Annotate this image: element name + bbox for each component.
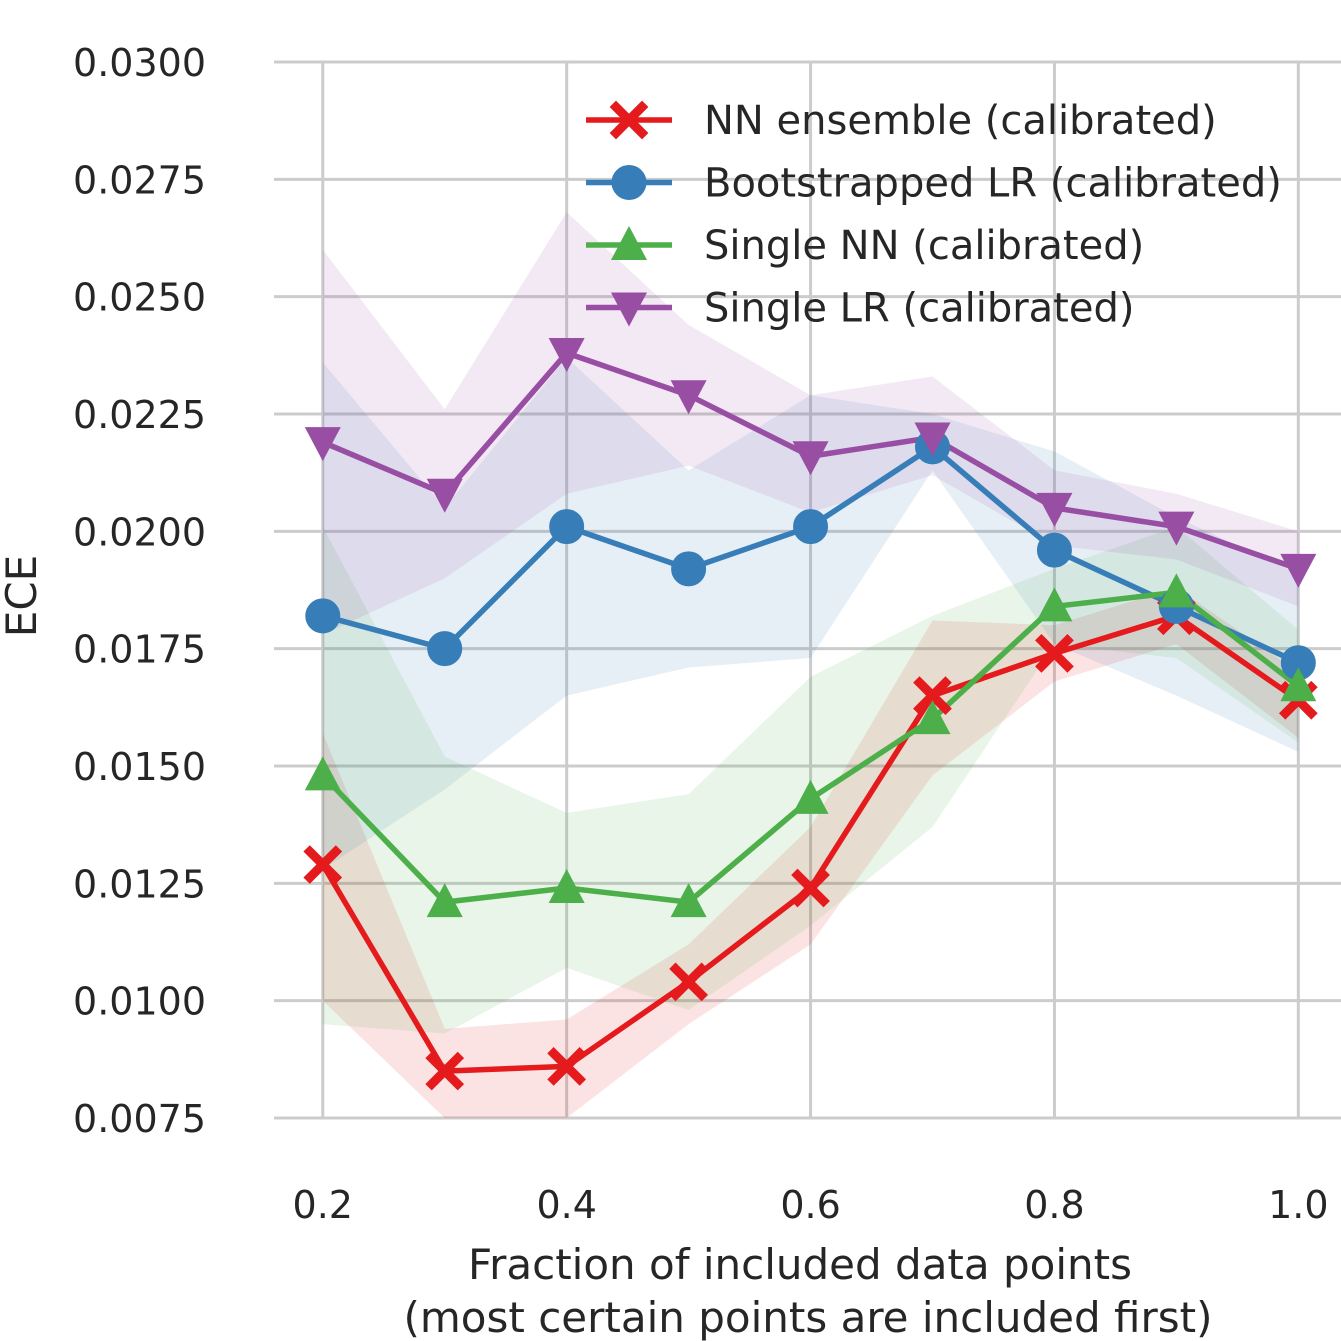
data-point-series-1 [1036, 532, 1072, 568]
x-axis-label-line2: (most certain points are included first) [404, 1293, 1213, 1341]
data-point-series-3 [1280, 553, 1317, 588]
legend-swatch-marker [609, 100, 649, 140]
y-tick-label: 0.0100 [73, 980, 206, 1024]
data-point-series-1 [549, 509, 585, 545]
axis-labels: Fraction of included data points (most c… [0, 555, 1213, 1341]
x-tick-label: 0.2 [293, 1183, 353, 1227]
data-point-series-0 [303, 845, 343, 884]
y-tick-label: 0.0225 [73, 393, 206, 437]
data-point-series-2 [548, 869, 585, 904]
x-axis-label-line1: Fraction of included data points [468, 1240, 1132, 1289]
data-point-series-0 [913, 676, 952, 715]
legend-label: NN ensemble (calibrated) [704, 98, 1217, 144]
confidence-band-series-0 [322, 587, 1299, 1118]
x-tick-label: 0.8 [1024, 1183, 1084, 1227]
y-tick-label: 0.0175 [73, 628, 206, 672]
data-point-series-3 [548, 337, 585, 372]
data-point-series-3 [1036, 492, 1073, 527]
series-markers [303, 337, 1318, 1091]
legend-swatch-marker [611, 292, 647, 327]
data-point-series-2 [1158, 573, 1195, 608]
data-point-series-2 [1280, 667, 1317, 702]
data-point-series-3 [792, 441, 829, 476]
data-point-series-0 [425, 1051, 465, 1091]
legend-item: NN ensemble (calibrated) [586, 98, 1217, 144]
grid [274, 60, 1341, 1120]
data-point-series-2 [426, 883, 463, 918]
x-tick-label: 0.4 [536, 1183, 596, 1227]
y-tick-label: 0.0075 [73, 1097, 206, 1141]
data-point-series-3 [670, 380, 707, 415]
data-point-series-0 [791, 868, 830, 908]
y-axis-label: ECE [0, 555, 46, 637]
y-tick-label: 0.0200 [73, 510, 206, 554]
data-point-series-0 [1035, 633, 1074, 673]
data-point-series-2 [1036, 587, 1073, 622]
legend-swatch-marker [611, 165, 647, 200]
data-point-series-0 [547, 1047, 587, 1086]
data-point-series-3 [1158, 511, 1195, 546]
x-tick-label: 0.6 [780, 1183, 840, 1227]
legend-item: Bootstrapped LR (calibrated) [586, 161, 1282, 207]
legend-item: Single LR (calibrated) [586, 286, 1134, 332]
data-point-series-2 [304, 756, 341, 791]
data-point-series-1 [671, 551, 707, 587]
y-tick-label: 0.0125 [73, 862, 206, 906]
data-point-series-2 [792, 779, 829, 814]
legend: NN ensemble (calibrated) Bootstrapped LR … [586, 98, 1282, 332]
data-point-series-1 [305, 598, 341, 634]
data-point-series-0 [669, 962, 708, 1002]
data-point-series-1 [793, 509, 829, 545]
confidence-band-series-3 [322, 212, 1299, 635]
data-point-series-3 [914, 422, 951, 457]
legend-item: Single NN (calibrated) [586, 223, 1144, 269]
data-point-series-3 [304, 427, 341, 462]
legend-label: Single LR (calibrated) [704, 286, 1134, 332]
y-tick-label: 0.0275 [73, 158, 206, 202]
tick-labels: 0.2 0.4 0.6 0.8 1.0 0.0075 0.0100 0.0125 0.0150 0… [73, 41, 1329, 1227]
confidence-band-series-1 [322, 357, 1299, 870]
y-tick-label: 0.0300 [73, 41, 206, 85]
data-point-series-2 [670, 883, 707, 918]
data-point-series-3 [426, 478, 463, 513]
y-tick-label: 0.0150 [73, 745, 206, 789]
legend-swatch-marker [611, 226, 647, 260]
y-tick-label: 0.0250 [73, 276, 206, 320]
data-point-series-2 [914, 700, 951, 735]
data-point-series-1 [427, 631, 463, 667]
x-tick-label: 1.0 [1268, 1183, 1328, 1227]
legend-label: Bootstrapped LR (calibrated) [704, 161, 1282, 207]
legend-label: Single NN (calibrated) [704, 223, 1144, 269]
